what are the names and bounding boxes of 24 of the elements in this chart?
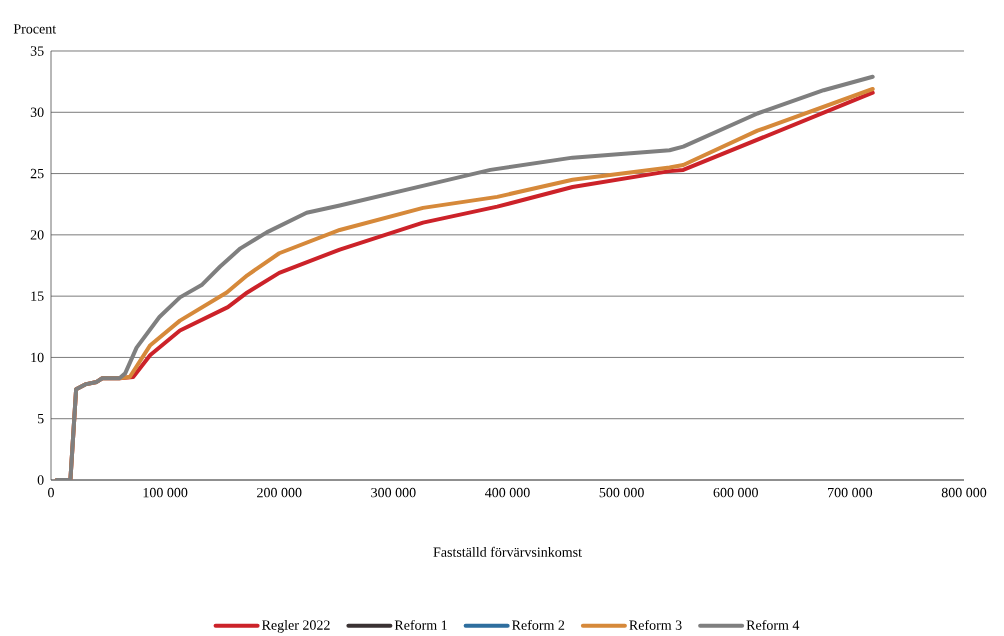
x-tick-label: 400 000 <box>485 487 530 498</box>
y-tick-label: 20 <box>30 230 44 240</box>
legend-label: Reform 4 <box>746 619 800 630</box>
y-axis-title: Procent <box>13 24 57 34</box>
y-tick-label: 5 <box>37 414 44 424</box>
x-tick-label: 700 000 <box>828 487 873 498</box>
x-axis-title: Fastställd förvärvsinkomst <box>433 546 582 557</box>
x-tick-label: 0 <box>48 487 54 498</box>
y-tick-label: 30 <box>30 107 44 118</box>
x-tick-label: 800 000 <box>941 487 987 498</box>
legend-label: Regler 2022 <box>262 619 330 633</box>
x-tick-label: 200 000 <box>257 487 302 498</box>
x-tick-label: 500 000 <box>599 487 644 498</box>
x-tick-label: 600 000 <box>713 487 758 498</box>
y-tick-label: 0 <box>37 475 44 485</box>
legend-label: Reform 3 <box>629 619 682 630</box>
x-tick-label: 100 000 <box>143 487 188 498</box>
y-tick-label: 15 <box>31 291 44 301</box>
y-tick-label: 25 <box>30 168 44 179</box>
y-tick-label: 35 <box>30 46 44 56</box>
x-tick-label: 300 000 <box>371 487 416 498</box>
y-tick-label: 10 <box>31 352 44 363</box>
legend-label: Reform 1 <box>394 619 447 630</box>
legend-label: Reform 2 <box>512 619 565 630</box>
